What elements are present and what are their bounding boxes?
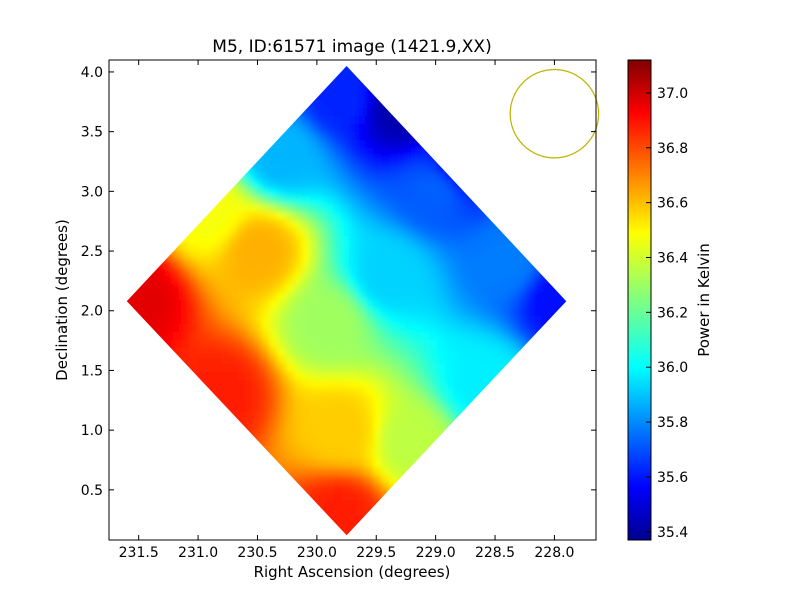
colorbar-label: Power in Kelvin [695,243,713,357]
y-tick-label: 4.0 [81,65,103,81]
x-tick: 228.5 [475,60,515,561]
y-tick: 0.5 [81,483,596,499]
x-tick-label: 228.0 [534,545,574,561]
y-tick: 4.0 [81,65,596,81]
colorbar-tick-label: 35.6 [657,470,688,486]
colorbar-tick-label: 37.0 [657,86,688,102]
colorbar-tick-label: 36.8 [657,141,688,157]
colorbar-tick-label: 35.8 [657,415,688,431]
x-tick-label: 229.5 [356,545,396,561]
y-tick-label: 3.5 [81,125,103,141]
colorbar-tick: 37.0 [646,86,688,102]
y-tick-label: 1.0 [81,423,103,439]
x-tick: 230.0 [297,60,337,561]
colorbar-tick: 36.6 [646,196,688,212]
x-tick-label: 230.0 [297,545,337,561]
y-tick: 3.0 [81,184,596,200]
x-tick: 229.5 [356,60,396,561]
y-tick: 1.5 [81,363,596,379]
y-tick: 3.5 [81,125,596,141]
x-tick: 230.5 [237,60,278,561]
y-tick-label: 3.0 [81,184,103,200]
colorbar-tick: 36.4 [646,250,688,266]
beam-circle-marker [509,68,600,159]
x-tick: 229.0 [416,60,456,561]
y-tick: 2.0 [81,304,596,320]
x-tick-label: 228.5 [475,545,515,561]
y-tick: 2.5 [81,244,596,260]
colorbar-ticks: 35.4 35.6 35.8 36.0 36.2 36.4 36.6 36.8 37.0 [646,86,688,541]
x-axis-label: Right Ascension (degrees) [254,563,451,581]
colorbar-tick: 35.6 [646,470,688,486]
y-tick: 1.0 [81,423,596,439]
y-tick-label: 2.0 [81,304,103,320]
colorbar-tick: 35.8 [646,415,688,431]
colorbar-tick-label: 36.6 [657,196,688,212]
y-tick-label: 2.5 [81,244,103,260]
colorbar-tick-label: 35.4 [657,525,688,541]
x-tick-label: 229.0 [416,545,456,561]
x-tick: 228.0 [534,60,574,561]
y-tick-label: 1.5 [81,363,103,379]
colorbar [627,59,652,541]
chart-title: M5, ID:61571 image (1421.9,XX) [212,37,491,57]
colorbar-tick: 36.8 [646,141,688,157]
x-tick: 231.0 [178,60,218,561]
colorbar-tick: 36.0 [646,360,688,376]
y-tick-label: 0.5 [81,483,103,499]
y-axis-ticks: 0.5 1.0 1.5 2.0 2.5 3.0 3.5 4.0 [81,65,596,499]
x-axis-ticks: 231.5 231.0 230.5 230.0 229.5 229.0 228.5 228.0 [119,60,574,561]
colorbar-tick-label: 36.4 [657,250,688,266]
y-axis-label: Declination (degrees) [53,219,71,381]
plot-frame [108,59,597,541]
colorbar-tick: 36.2 [646,305,688,321]
colorbar-tick-label: 36.2 [657,305,688,321]
x-tick-label: 231.5 [119,545,159,561]
x-tick-label: 231.0 [178,545,218,561]
x-tick: 231.5 [119,60,159,561]
colorbar-tick: 35.4 [646,525,688,541]
colorbar-tick-label: 36.0 [657,360,688,376]
x-tick-label: 230.5 [237,545,277,561]
